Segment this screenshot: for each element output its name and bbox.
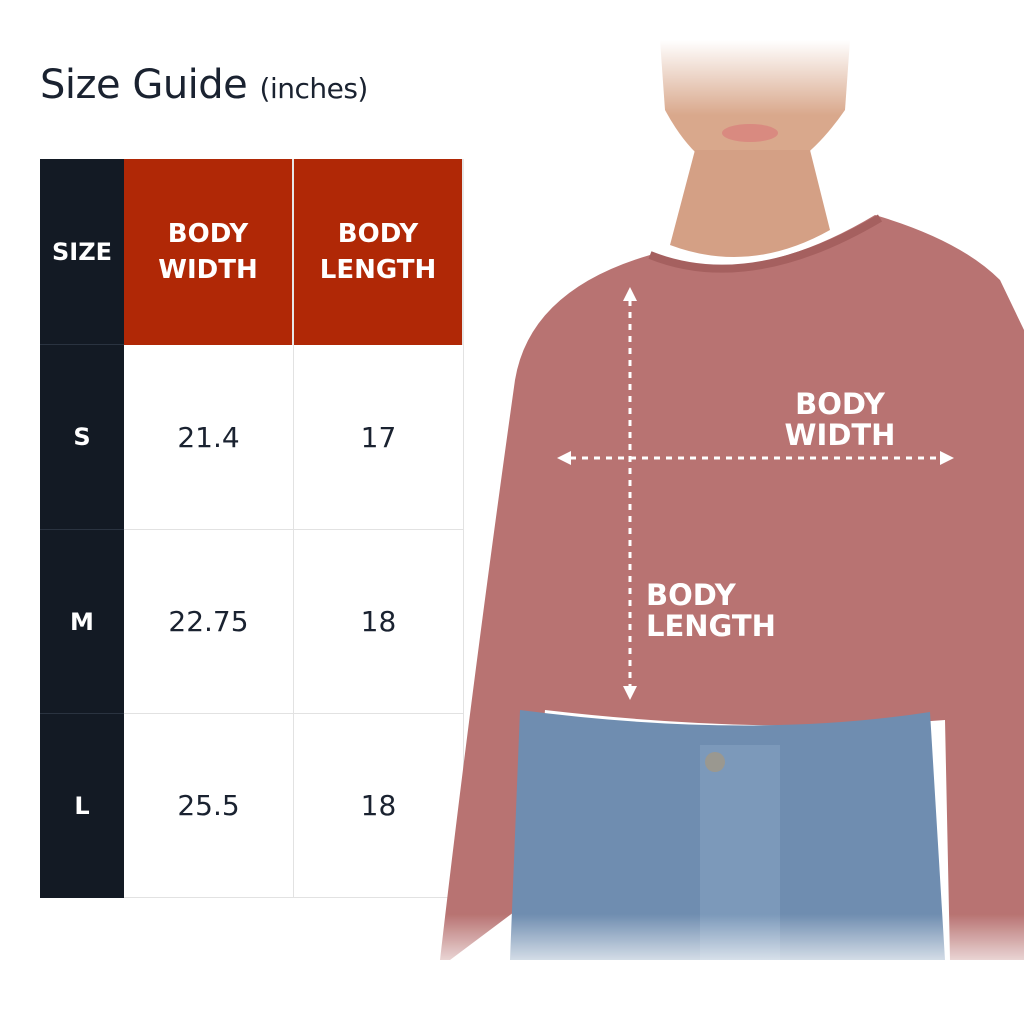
title-unit: (inches) bbox=[259, 72, 369, 105]
arrow-down-head bbox=[623, 686, 637, 700]
arrow-right-head bbox=[940, 451, 954, 465]
row-size-s: S bbox=[40, 345, 124, 530]
header-body-width: BODY WIDTH bbox=[124, 159, 294, 345]
cell-width-m: 22.75 bbox=[124, 530, 294, 714]
title-text: Size Guide bbox=[40, 62, 248, 108]
row-size-l: L bbox=[40, 714, 124, 898]
body-length-label: BODY LENGTH bbox=[646, 578, 776, 643]
cell-width-l: 25.5 bbox=[124, 714, 294, 898]
page-title: Size Guide (inches) bbox=[40, 62, 368, 108]
arrow-left-head bbox=[557, 451, 571, 465]
arrow-up-head bbox=[623, 287, 637, 301]
cell-width-s: 21.4 bbox=[124, 345, 294, 530]
model-photo bbox=[430, 40, 1024, 980]
row-size-m: M bbox=[40, 530, 124, 714]
header-size: SIZE bbox=[40, 159, 124, 345]
body-width-label: BODY WIDTH bbox=[784, 387, 896, 452]
size-table: SIZE BODY WIDTH BODY LENGTH S 21.4 17 M 22… bbox=[40, 159, 464, 898]
